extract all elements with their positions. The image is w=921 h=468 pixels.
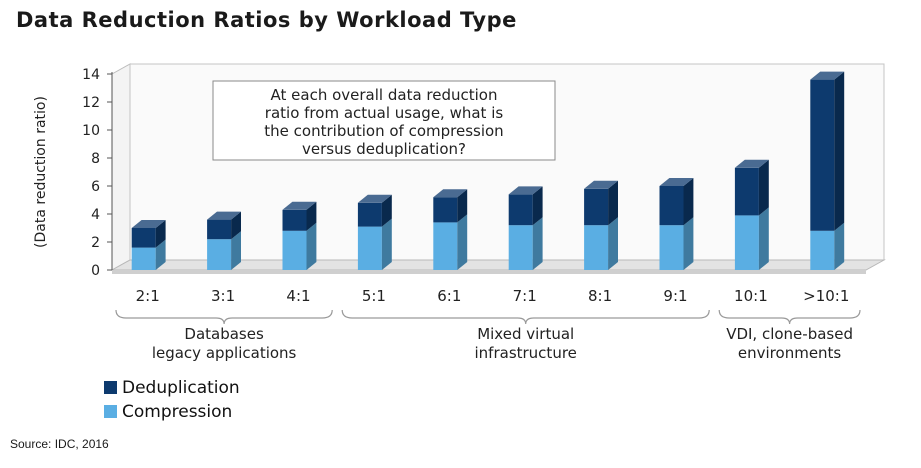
y-tick-label: 4: [91, 207, 100, 223]
x-tick-label: >10:1: [803, 287, 849, 305]
bar-compression-front: [734, 215, 759, 270]
bar-compression-front: [357, 226, 382, 270]
bar-compression-front: [282, 230, 307, 270]
bar-deduplication-side: [231, 211, 241, 240]
bar-compression-front: [207, 239, 232, 270]
bar-top: [734, 159, 769, 168]
x-tick-label: 9:1: [663, 287, 687, 305]
bar-compression-front: [584, 225, 609, 270]
annotation-text: At each overall data reduction: [271, 86, 498, 104]
group-brace: [341, 309, 710, 325]
bar-compression-side: [758, 207, 769, 270]
y-tick-label: 14: [82, 67, 100, 83]
group-label: infrastructure: [475, 344, 577, 362]
y-tick-label: 10: [82, 123, 100, 139]
legend-swatch: [104, 405, 117, 418]
bar-deduplication-side: [532, 186, 543, 226]
group-brace: [115, 309, 333, 325]
x-tick-label: 10:1: [734, 287, 768, 305]
bar-deduplication-side: [834, 71, 845, 231]
group-label: VDI, clone-based: [726, 325, 853, 343]
bar-deduplication-side: [683, 178, 694, 226]
bar-compression-side: [608, 217, 618, 270]
bar-deduplication-front: [357, 202, 382, 227]
y-axis-label: (Data reduction ratio): [33, 96, 49, 248]
bar-top: [207, 211, 241, 220]
legend-swatch: [104, 381, 117, 394]
annotation-box: [212, 80, 556, 161]
bar-deduplication-front: [734, 167, 759, 216]
y-tick-label: 12: [82, 95, 100, 111]
bar-compression-front: [131, 247, 156, 270]
x-tick-label: 2:1: [136, 287, 160, 305]
bar-compression-side: [155, 239, 166, 270]
bar-deduplication-front: [131, 228, 156, 248]
annotation-text: ratio from actual usage, what is: [265, 104, 504, 122]
side-wall: [111, 63, 131, 271]
bar-deduplication-front: [584, 188, 609, 226]
group-label: environments: [738, 344, 842, 362]
bar-deduplication-front: [207, 219, 232, 240]
x-tick-label: 5:1: [362, 287, 386, 305]
bar-compression-front: [810, 230, 835, 270]
x-tick-label: 3:1: [211, 287, 235, 305]
floor-edge: [112, 270, 866, 274]
bar-compression-side: [381, 218, 392, 270]
bar-compression-side: [457, 214, 468, 270]
bar-deduplication-side: [381, 194, 392, 227]
x-tick-label: 8:1: [588, 287, 612, 305]
bar-deduplication-side: [758, 159, 769, 216]
bar-top: [357, 194, 392, 203]
bar-compression-side: [683, 217, 694, 270]
bar-deduplication-front: [659, 186, 684, 226]
bar-compression-front: [433, 222, 458, 270]
y-tick-label: 8: [91, 151, 100, 167]
bar-compression-side: [532, 217, 543, 270]
bar-top: [508, 186, 543, 195]
bar-deduplication-side: [306, 201, 317, 231]
y-tick-label: 0: [91, 263, 100, 279]
bar-deduplication-front: [282, 209, 307, 231]
x-tick-label: 7:1: [513, 287, 537, 305]
bar-compression-side: [231, 231, 241, 270]
bar-top: [659, 178, 694, 186]
x-tick-label: 6:1: [437, 287, 461, 305]
bar-compression-front: [508, 225, 533, 270]
annotation-text: the contribution of compression: [264, 122, 503, 140]
bar-top: [282, 201, 317, 210]
chart-svg: 0 2 4 6 8 10 12 14 (Data reduction ratio) 2:1 3:1 4…: [33, 63, 886, 422]
bar-deduplication-front: [508, 194, 533, 226]
legend-label: Compression: [122, 402, 232, 422]
bar-compression-side: [834, 222, 845, 270]
bar-deduplication-front: [433, 197, 458, 223]
source-note: Source: IDC, 2016: [10, 437, 109, 451]
bar-top: [433, 189, 468, 198]
group-label: Databases: [184, 325, 264, 343]
annotation-text: versus deduplication?: [302, 140, 466, 158]
y-tick-label: 6: [91, 179, 100, 195]
bar-compression-front: [659, 225, 684, 270]
x-tick-label: 4:1: [286, 287, 310, 305]
bar-deduplication-front: [810, 79, 835, 231]
y-tick-label: 2: [91, 235, 100, 251]
group-brace: [718, 309, 861, 325]
bar-deduplication-side: [608, 180, 618, 226]
group-label: Mixed virtual: [477, 325, 574, 343]
bar-top: [131, 220, 166, 228]
chart-title: Data Reduction Ratios by Workload Type: [16, 8, 517, 32]
legend-label: Deduplication: [122, 378, 240, 398]
bar-top: [810, 71, 845, 80]
bar-deduplication-side: [457, 189, 468, 223]
group-label: legacy applications: [152, 344, 297, 362]
bar-top: [584, 180, 618, 189]
bar-deduplication-side: [155, 220, 166, 248]
bar-compression-side: [306, 222, 317, 270]
